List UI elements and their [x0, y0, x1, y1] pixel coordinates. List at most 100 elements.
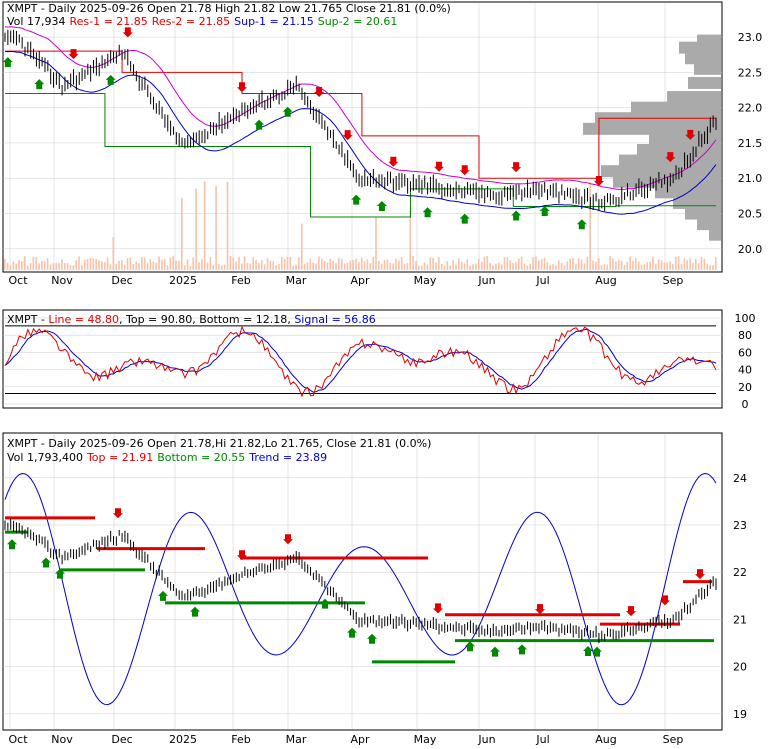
volume-bar	[452, 260, 454, 270]
volume-bar	[506, 257, 509, 270]
trend-legend: Vol 1,793,400 Top = 21.91 Bottom = 20.55 Tr…	[7, 451, 327, 464]
price-panel-frame	[2, 1, 723, 273]
volume-bar	[92, 258, 95, 270]
volume-bar	[149, 258, 152, 270]
vol-label: Vol 17,934	[7, 15, 65, 28]
volume-bar	[409, 210, 412, 270]
price-y-tick: 22.5	[738, 66, 763, 79]
volume-bar	[400, 257, 403, 270]
volume-bar	[69, 265, 72, 270]
month-label: May	[414, 274, 437, 287]
volume-bar	[158, 256, 160, 270]
volume-bar	[689, 258, 691, 270]
signal-arrows	[2, 27, 696, 230]
volume-bar	[161, 259, 163, 270]
month-label: Apr	[350, 274, 370, 287]
oscillator-y-tick: 60	[738, 346, 752, 359]
volume-bar	[560, 262, 563, 270]
volume-bar	[329, 258, 332, 270]
down-arrow	[459, 165, 470, 176]
up-arrow	[2, 57, 13, 68]
volume-bar	[138, 263, 140, 270]
volume-bar	[395, 258, 397, 270]
volume-bar	[106, 257, 109, 270]
up-arrow	[376, 200, 387, 211]
price-legend: Vol 17,934 Res-1 = 21.85 Res-2 = 21.85 Sup-…	[7, 15, 397, 28]
volume-bar	[617, 259, 620, 270]
down-arrow	[511, 162, 522, 173]
volume-bar	[289, 256, 292, 270]
volume-profile-bar	[694, 62, 721, 75]
volume-bar	[98, 260, 100, 270]
volume-bar	[520, 256, 523, 270]
up-arrow	[576, 219, 587, 230]
volume-bar	[697, 263, 700, 270]
oscillator-y-tick: 40	[738, 364, 752, 377]
up-arrow	[347, 627, 357, 638]
up-arrow	[282, 106, 293, 117]
oscillator-y-tick: 80	[738, 329, 752, 342]
down-arrow	[685, 129, 696, 140]
volume-profile	[583, 34, 721, 241]
volume-bar	[609, 256, 611, 270]
volume-bar	[703, 258, 706, 270]
volume-bar	[532, 257, 534, 270]
volume-bar	[309, 258, 312, 270]
volume-bar	[21, 261, 23, 270]
volume-bar	[260, 260, 263, 270]
volume-bar	[198, 262, 200, 270]
down-arrow	[388, 156, 399, 167]
up-arrow	[351, 194, 362, 205]
volume-bar	[269, 260, 272, 270]
volume-profile-bar	[697, 218, 721, 231]
volume-bar	[543, 257, 546, 270]
volume-bar	[686, 260, 689, 270]
volume-bar	[443, 265, 446, 270]
volume-bar	[283, 258, 286, 270]
volume-bar	[712, 265, 714, 270]
up-arrow	[105, 74, 116, 85]
volume-bar	[78, 256, 80, 270]
volume-bar	[58, 263, 60, 270]
volume-bar	[263, 264, 266, 270]
trend-line	[4, 473, 717, 706]
up-arrow	[517, 644, 527, 655]
trend-bottom-label: Bottom = 20.55	[157, 451, 245, 464]
volume-bar	[355, 258, 357, 270]
volume-bar	[272, 261, 275, 270]
volume-bar	[206, 262, 209, 270]
volume-profile-bar	[679, 41, 721, 54]
volume-bar	[666, 262, 669, 270]
oscillator-y-tick: 0	[742, 398, 749, 411]
volume-bar	[249, 263, 252, 270]
volume-bar	[241, 263, 243, 270]
volume-bar	[438, 257, 440, 270]
down-arrow	[665, 152, 676, 163]
volume-bar	[626, 261, 629, 270]
volume-bar	[472, 264, 474, 270]
volume-bar	[517, 258, 520, 270]
month-label: Aug	[595, 733, 616, 745]
volume-bar	[223, 264, 226, 270]
month-label: 2025	[169, 274, 197, 287]
volume-bar	[212, 264, 215, 270]
volume-bar	[121, 260, 123, 270]
trend-y-tick: 24	[733, 472, 747, 485]
volume-bar	[577, 258, 580, 270]
volume-bar	[600, 264, 603, 270]
volume-bar	[566, 261, 569, 270]
volume-bar	[332, 260, 334, 270]
volume-bar	[526, 265, 529, 270]
volume-bar	[155, 262, 157, 270]
volume-profile-bar	[637, 144, 721, 156]
volume-bar	[655, 263, 657, 270]
volume-bar	[300, 223, 303, 270]
volume-bar	[715, 257, 717, 270]
month-label: 2025	[169, 733, 197, 745]
volume-bar	[152, 261, 155, 270]
month-label: Jun	[477, 733, 495, 745]
volume-bar	[72, 265, 75, 270]
volume-bar	[358, 262, 360, 270]
volume-bar	[672, 263, 674, 270]
